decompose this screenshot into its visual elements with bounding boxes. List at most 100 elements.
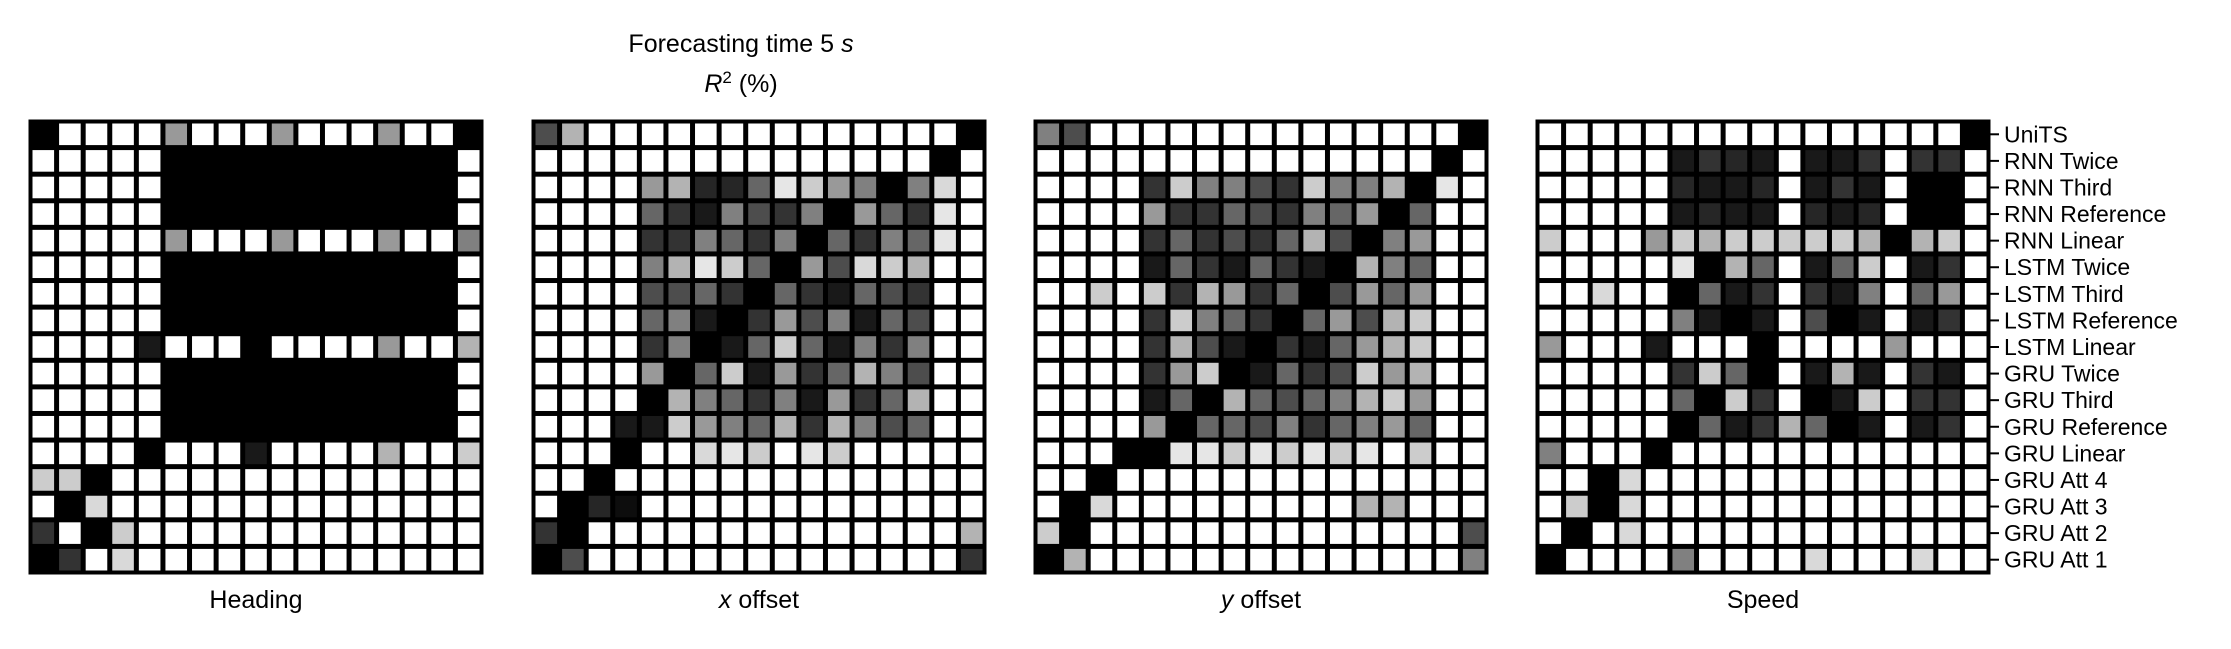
heatmap-cell xyxy=(1117,283,1139,305)
heatmap-cell xyxy=(351,389,374,411)
heatmap-cell xyxy=(854,176,877,199)
heatmap-cell xyxy=(1858,123,1881,146)
heatmap-cell xyxy=(615,548,637,571)
heatmap-cell xyxy=(378,495,400,518)
heatmap-cell xyxy=(1117,442,1139,465)
heatmap-cell xyxy=(431,389,453,411)
heatmap-cell xyxy=(1223,362,1246,385)
heatmap-cell xyxy=(1672,336,1695,358)
heatmap-cell xyxy=(1539,229,1562,252)
heatmap-frame xyxy=(1033,119,1489,575)
heatmap-cell xyxy=(748,442,770,465)
heatmap-cell xyxy=(138,150,161,172)
heatmap-cell xyxy=(1938,336,1960,358)
heatmap-cell xyxy=(1831,123,1854,146)
heatmap-cell xyxy=(165,256,188,279)
heatmap-cell xyxy=(218,362,241,385)
heatmap-cell xyxy=(1805,522,1827,544)
heatmap-cell xyxy=(457,336,480,358)
heatmap-cell xyxy=(1197,495,1219,518)
heatmap-cell xyxy=(827,495,850,518)
heatmap-cell xyxy=(588,123,611,146)
heatmap-cell xyxy=(960,229,983,252)
heatmap-cell xyxy=(218,442,241,465)
heatmap-cell xyxy=(1276,495,1299,518)
heatmap-cell xyxy=(245,256,267,279)
heatmap-cell xyxy=(378,336,400,358)
heatmap-cell xyxy=(1645,389,1668,411)
heatmap-cell xyxy=(641,150,664,172)
heatmap-cell xyxy=(801,123,823,146)
heatmap-cell xyxy=(801,495,823,518)
heatmap-cell xyxy=(457,469,480,491)
heatmap-cell xyxy=(1329,522,1352,544)
heatmap-cell xyxy=(404,336,427,358)
heatmap-cell xyxy=(1356,548,1379,571)
heatmap-cell xyxy=(431,229,453,252)
heatmap-cell xyxy=(588,389,611,411)
heatmap-cell xyxy=(1566,469,1588,491)
heatmap-cell xyxy=(827,362,850,385)
heatmap-cell xyxy=(721,336,744,358)
heatmap-cell xyxy=(801,469,823,491)
heatmap-cell xyxy=(827,256,850,279)
heatmap-cell xyxy=(1858,389,1881,411)
heatmap-cell xyxy=(960,389,983,411)
heatmap-cell xyxy=(907,229,930,252)
heatmap-cell xyxy=(1356,229,1379,252)
heatmap-cell xyxy=(138,495,161,518)
heatmap-cell xyxy=(1592,442,1615,465)
heatmap-cell xyxy=(562,362,584,385)
heatmap-cell xyxy=(1356,150,1379,172)
heatmap-cell xyxy=(615,150,637,172)
heatmap-cell xyxy=(1383,362,1405,385)
heatmap-cell xyxy=(1197,362,1219,385)
heatmap-cell xyxy=(1805,203,1827,225)
heatmap-cell xyxy=(1462,336,1485,358)
heatmap-cell xyxy=(1566,176,1588,199)
heatmap-cell xyxy=(1778,176,1801,199)
heatmap-cell xyxy=(1539,469,1562,491)
heatmap-cell xyxy=(138,283,161,305)
heatmap-cell xyxy=(1725,336,1748,358)
heatmap-cell xyxy=(351,495,374,518)
heatmap-cell xyxy=(1170,336,1193,358)
heatmap-cell xyxy=(668,123,691,146)
heatmap-cell xyxy=(827,336,850,358)
heatmap-cell xyxy=(218,389,241,411)
heatmap-cell xyxy=(1592,229,1615,252)
heatmap-cell xyxy=(165,548,188,571)
heatmap-cell xyxy=(112,522,134,544)
y-tick-label: LSTM Linear xyxy=(2004,334,2136,360)
heatmap-cell xyxy=(378,176,400,199)
heatmap-cell xyxy=(59,256,81,279)
heatmap-cell xyxy=(1964,256,1987,279)
heatmap-cell xyxy=(1752,548,1774,571)
heatmap-cell xyxy=(562,442,584,465)
heatmap-cell xyxy=(1143,548,1166,571)
heatmap-cell xyxy=(1117,176,1139,199)
heatmap-cell xyxy=(1539,336,1562,358)
heatmap-cell xyxy=(271,336,294,358)
heatmap-cell xyxy=(1170,522,1193,544)
heatmap-cell xyxy=(1064,123,1086,146)
heatmap-cell xyxy=(324,309,347,332)
heatmap-cell xyxy=(1223,309,1246,332)
heatmap-cell xyxy=(562,495,584,518)
heatmap-cell xyxy=(588,229,611,252)
heatmap-cell xyxy=(854,415,877,438)
heatmap-cell xyxy=(1672,389,1695,411)
heatmap-cell xyxy=(562,123,584,146)
heatmap-cell xyxy=(588,150,611,172)
heatmap-cell xyxy=(1383,522,1405,544)
heatmap-cell xyxy=(588,309,611,332)
heatmap-cell xyxy=(218,415,241,438)
heatmap-cell xyxy=(1143,203,1166,225)
heatmap-cell xyxy=(1090,415,1113,438)
heatmap-cell xyxy=(1566,522,1588,544)
heatmap-cell xyxy=(881,336,903,358)
heatmap-cell xyxy=(881,442,903,465)
heatmap-cell xyxy=(1752,442,1774,465)
heatmap-cell xyxy=(59,336,81,358)
heatmap-cell xyxy=(960,123,983,146)
